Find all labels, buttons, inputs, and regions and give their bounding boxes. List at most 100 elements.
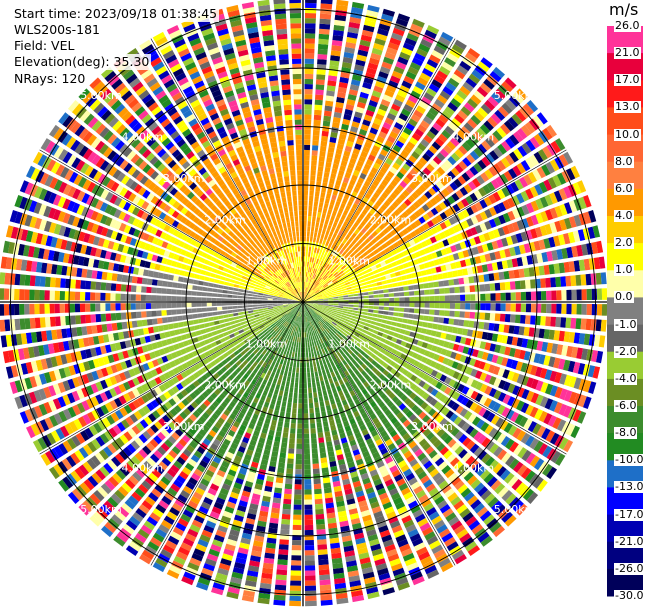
- ray-gate: [315, 282, 320, 287]
- ray-gate: [467, 118, 478, 129]
- ray-gate: [546, 124, 557, 138]
- ray-gate: [293, 514, 302, 520]
- ray-gate: [444, 376, 452, 385]
- ray-gate: [488, 230, 496, 240]
- ray-gate: [423, 283, 429, 289]
- ray-gate: [333, 485, 342, 493]
- ray-gate: [328, 393, 334, 400]
- ray-gate: [336, 422, 343, 430]
- ray-gate: [295, 453, 302, 460]
- ray-gate: [407, 319, 413, 325]
- ray-gate: [583, 396, 592, 409]
- ray-gate: [351, 239, 357, 246]
- ray-gate: [332, 293, 338, 296]
- ray-gate: [433, 548, 446, 559]
- ray-gate: [314, 407, 320, 413]
- ray-gate: [316, 181, 322, 187]
- ray-gate: [245, 449, 254, 456]
- ray-gate: [479, 395, 488, 405]
- ray-gate: [329, 178, 335, 185]
- ray-gate: [474, 370, 483, 380]
- ray-gate: [383, 329, 390, 335]
- ray-gate: [543, 329, 550, 340]
- ray-gate: [439, 374, 447, 383]
- ray-gate: [504, 248, 511, 258]
- ray-gate: [342, 308, 348, 312]
- ray-gate: [312, 458, 319, 464]
- ray-gate: [273, 599, 286, 606]
- ray-gate: [391, 321, 398, 327]
- ray-gate: [305, 276, 307, 282]
- ray-gate: [283, 349, 287, 355]
- ray-gate: [229, 464, 239, 472]
- ray-gate: [507, 116, 519, 129]
- ray-gate: [253, 540, 264, 548]
- ray-gate: [319, 254, 324, 261]
- ray-gate: [406, 454, 416, 463]
- ray-gate: [267, 408, 274, 415]
- ray-gate: [347, 162, 355, 170]
- ray-gate: [349, 179, 356, 186]
- ray-gate: [305, 311, 308, 317]
- ray-gate: [273, 409, 279, 416]
- ray-gate: [251, 493, 261, 501]
- ray-gate: [477, 61, 490, 73]
- ray-gate: [442, 508, 454, 518]
- ray-gate: [296, 321, 299, 327]
- ray-gate: [502, 199, 511, 210]
- ray-gate: [289, 387, 294, 393]
- ray-gate: [291, 341, 295, 347]
- ray-gate: [356, 205, 364, 213]
- ray-gate: [505, 154, 515, 166]
- ray-gate: [501, 260, 509, 269]
- ray-gate: [271, 507, 280, 514]
- ray-gate: [303, 408, 309, 414]
- ray-gate: [358, 213, 365, 220]
- ray-gate: [466, 440, 476, 451]
- ray-gate: [438, 257, 445, 265]
- ray-gate: [225, 473, 235, 482]
- ray-gate: [306, 295, 311, 299]
- ray-gate: [343, 295, 349, 298]
- ray-gate: [435, 224, 443, 232]
- ray-gate: [294, 352, 298, 358]
- ray-gate: [311, 331, 314, 337]
- ray-gate: [509, 314, 516, 323]
- ray-gate: [545, 316, 551, 327]
- ray-gate: [299, 322, 301, 328]
- ray-gate: [350, 318, 356, 322]
- ray-gate: [253, 451, 262, 459]
- ray-gate: [470, 204, 479, 214]
- ray-gate: [259, 383, 266, 390]
- ray-gate: [360, 150, 368, 158]
- ray-gate: [369, 183, 377, 191]
- ray-gate: [371, 223, 378, 230]
- ray-gate: [311, 267, 314, 273]
- ray-gate: [261, 500, 270, 508]
- ray-gate: [389, 302, 395, 307]
- ray-gate: [591, 304, 598, 316]
- ray-gate: [334, 582, 347, 590]
- ray-gate: [268, 522, 279, 529]
- ray-gate: [303, 210, 308, 216]
- ray-gate: [325, 357, 330, 364]
- ray-gate: [523, 326, 530, 337]
- ray-gate: [576, 347, 584, 360]
- ray-gate: [405, 388, 413, 397]
- ray-gate: [373, 553, 385, 562]
- ray-gate: [506, 358, 514, 368]
- ray-gate: [389, 166, 398, 175]
- ray-gate: [521, 375, 530, 386]
- ray-gate: [471, 69, 484, 81]
- ray-gate: [266, 475, 274, 483]
- ray-gate: [348, 258, 354, 264]
- ray-gate: [512, 500, 524, 512]
- ray-gate: [330, 237, 335, 244]
- ray-gate: [290, 565, 302, 571]
- ray-gate: [343, 447, 351, 454]
- ray-gate: [317, 391, 323, 397]
- ray-gate: [328, 231, 334, 237]
- ray-gate: [552, 417, 562, 430]
- ray-gate: [321, 325, 326, 331]
- ray-gate: [383, 56, 394, 65]
